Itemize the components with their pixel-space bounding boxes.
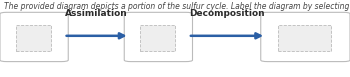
FancyBboxPatch shape: [0, 12, 68, 62]
FancyBboxPatch shape: [124, 12, 193, 62]
Bar: [278, 25, 331, 51]
Text: Assimilation: Assimilation: [65, 9, 128, 18]
Bar: [16, 25, 51, 51]
Bar: [140, 25, 175, 51]
Text: The provided diagram depicts a portion of the sulfur cycle. Label the diagram by: The provided diagram depicts a portion o…: [4, 2, 350, 11]
FancyBboxPatch shape: [261, 12, 350, 62]
Text: Decomposition: Decomposition: [189, 9, 265, 18]
